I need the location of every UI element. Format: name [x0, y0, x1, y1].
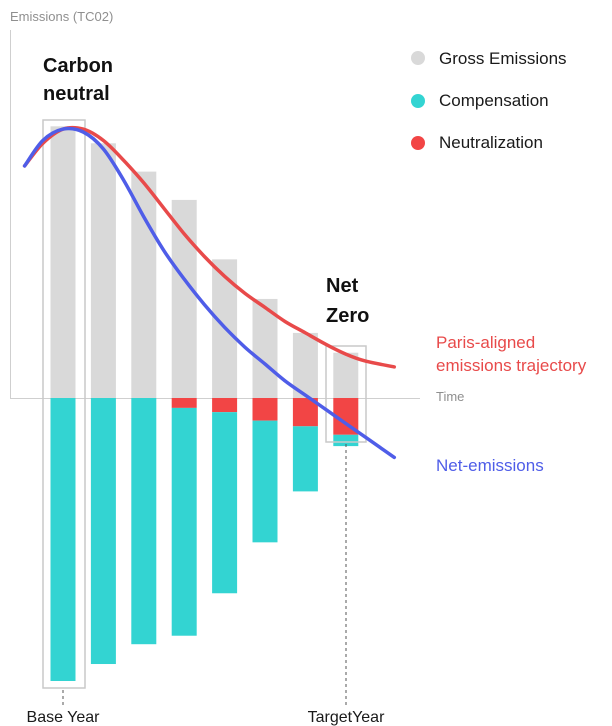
line-paris-aligned-emissions-trajectory [22, 125, 397, 369]
bar-gross-emissions-2 [131, 171, 157, 398]
target-year-highlight-box [325, 345, 367, 443]
bar-compensation-1 [90, 398, 116, 665]
bar-gross-emissions-3 [171, 199, 197, 398]
bar-gross-emissions-7 [333, 352, 359, 398]
bar-compensation-7 [333, 434, 359, 447]
bar-gross-emissions-0 [50, 126, 76, 398]
base-year-highlight-box [42, 119, 86, 689]
net-zero-label-line1: Net [326, 275, 359, 297]
legend-label-compensation: Compensation [439, 91, 549, 110]
paris-trajectory-label-line1: Paris-aligned [436, 333, 535, 352]
bar-compensation-4 [212, 412, 238, 594]
bar-gross-emissions-6 [292, 332, 318, 398]
legend-swatch-gross [411, 51, 425, 65]
y-axis-label: Emissions (TC02) [10, 9, 113, 24]
bar-compensation-0 [50, 398, 76, 681]
net-zero-label-line2: Zero [326, 305, 369, 327]
lines-group [22, 125, 397, 460]
x-axis-label: Time [436, 389, 464, 404]
bar-compensation-5 [252, 420, 278, 543]
paris-trajectory-label: Paris-aligned emissions trajectory [436, 333, 587, 375]
bar-neutralization-3 [171, 398, 197, 408]
bar-compensation-2 [131, 398, 157, 645]
paris-trajectory-label-line2: emissions trajectory [436, 356, 587, 375]
line-net-emissions [22, 126, 397, 460]
legend-swatch-compensation [411, 94, 425, 108]
net-emissions-label: Net-emissions [436, 456, 544, 475]
carbon-neutral-label-line2: neutral [43, 83, 110, 105]
carbon-neutral-label-line1: Carbon [43, 55, 113, 77]
legend-swatch-neutralization [411, 136, 425, 150]
bar-neutralization-4 [212, 398, 238, 413]
bar-gross-emissions-1 [90, 143, 116, 398]
bar-neutralization-5 [252, 398, 278, 421]
x-tick-target-year: TargetYear [308, 709, 385, 726]
bars-group [50, 126, 359, 681]
x-tick-base-year: Base Year [27, 709, 101, 726]
bar-compensation-6 [292, 426, 318, 492]
legend-label-neutralization: Neutralization [439, 133, 543, 152]
legend-label-gross: Gross Emissions [439, 49, 567, 68]
bar-compensation-3 [171, 407, 197, 636]
legend: Gross Emissions Compensation Neutralizat… [411, 49, 567, 152]
